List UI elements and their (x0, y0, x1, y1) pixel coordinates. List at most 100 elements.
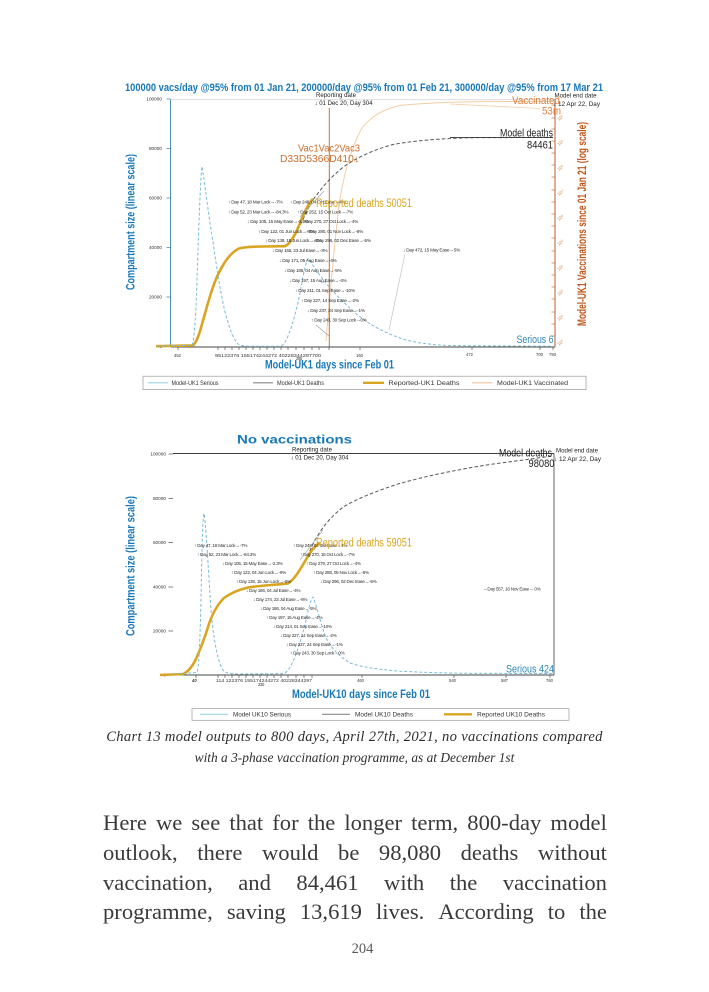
svg-text:↓ Day 227, 14 Sep Ease→-2%: ↓ Day 227, 14 Sep Ease→-2% (280, 633, 337, 638)
svg-text:Model-UK10 days since Feb 01: Model-UK10 days since Feb 01 (292, 687, 430, 701)
svg-text:↑ Day 243, 30 Sep Lock→0%: ↑ Day 243, 30 Sep Lock→0% (311, 318, 367, 323)
svg-text:Reported deaths 59051: Reported deaths 59051 (316, 538, 412, 550)
svg-text:↑ Day 52, 23 Mar Lock→-84.3%: ↑ Day 52, 23 Mar Lock→-84.3% (228, 210, 288, 215)
svg-text:Reported-UK1 Deaths: Reported-UK1 Deaths (389, 380, 461, 387)
svg-text:10⁴: 10⁴ (556, 188, 565, 196)
svg-text:↓ Day 186, 04 Aug Ease→-5%: ↓ Day 186, 04 Aug Ease→-5% (260, 606, 316, 611)
svg-text:↑ Day 270, 15 Oct Lock→-7%: ↑ Day 270, 15 Oct Lock→-7% (300, 552, 355, 557)
svg-text:700: 700 (536, 352, 544, 357)
svg-text:↓ Day 237, 24 Sep Ease→-1%: ↓ Day 237, 24 Sep Ease→-1% (307, 308, 365, 313)
svg-text:10¹: 10¹ (556, 313, 565, 321)
svg-text:20000: 20000 (153, 629, 166, 634)
svg-text:↓ Day 214, 01 Sep Ease→-10%: ↓ Day 214, 01 Sep Ease→-10% (273, 624, 332, 629)
svg-text:10²: 10² (556, 238, 565, 246)
svg-text:10⁷: 10⁷ (556, 113, 565, 121)
svg-text:↑ Day 122, 04 Jun Lock→-9%: ↑ Day 122, 04 Jun Lock→-9% (231, 570, 286, 575)
svg-text:Serious 6: Serious 6 (517, 334, 554, 346)
svg-text:Reporting date: Reporting date (292, 448, 333, 454)
svg-text:↓ Day 472, 15 May Ease→5%: ↓ Day 472, 15 May Ease→5% (403, 248, 460, 253)
svg-text:452: 452 (174, 353, 182, 358)
svg-text:Model UK10 Serious: Model UK10 Serious (233, 712, 292, 719)
svg-text:↓ 01 Dec 20, Day 304: ↓ 01 Dec 20, Day 304 (291, 455, 350, 461)
svg-text:114 122376 155174244272 402283: 114 122376 155174244272 40228344297 (216, 678, 313, 683)
svg-text:793: 793 (549, 352, 557, 357)
svg-text:100000: 100000 (146, 97, 162, 102)
svg-text:80000: 80000 (153, 496, 166, 501)
svg-text:↑ Day 122, 01 Jun Lock→-9%: ↑ Day 122, 01 Jun Lock→-9% (258, 229, 314, 234)
svg-text:↓ Day 186, 04 Aug Ease→-5%: ↓ Day 186, 04 Aug Ease→-5% (284, 268, 342, 273)
svg-text:80000: 80000 (149, 146, 162, 151)
svg-text:10¹: 10¹ (556, 263, 565, 271)
svg-text:↓ 01 Dec 20, Day 304: ↓ 01 Dec 20, Day 304 (315, 101, 374, 107)
svg-text:↓ Day 296, 02 Dec Ease→-5%: ↓ Day 296, 02 Dec Ease→-5% (320, 579, 377, 584)
svg-text:95122376 155174244272 40228344: 95122376 155174244272 40228344297700 (215, 353, 322, 358)
svg-text:10³: 10³ (556, 213, 565, 221)
svg-text:↑ Day 248, 04 Oct Ease→4%: ↑ Day 248, 04 Oct Ease→4% (290, 200, 346, 205)
svg-text:Vaccinated: Vaccinated (512, 95, 560, 107)
svg-text:Model-UK1 Vaccinations since 0: Model-UK1 Vaccinations since 01 Jan 21 (… (577, 122, 589, 326)
svg-text:No vaccinations: No vaccinations (237, 433, 352, 447)
svg-text:Reported deaths 50051: Reported deaths 50051 (316, 198, 412, 210)
svg-text:D33D5366D410↓: D33D5366D410↓ (280, 154, 359, 165)
svg-text:↓ Day 197, 15 Aug Ease→-4%: ↓ Day 197, 15 Aug Ease→-4% (289, 278, 347, 283)
svg-text:↓ 12 Apr 22, Day: ↓ 12 Apr 22, Day (553, 102, 600, 108)
svg-text:Compartment size (linear scale: Compartment size (linear scale) (124, 154, 138, 290)
svg-text:↑ Day 243, 30 Sep Lock→0%: ↑ Day 243, 30 Sep Lock→0% (290, 651, 345, 656)
svg-text:53m: 53m (542, 106, 561, 118)
svg-text:↑ Day 279, 27 Oct Lock→-4%: ↑ Day 279, 27 Oct Lock→-4% (306, 561, 361, 566)
svg-text:↓ Day 166, 04 Jul Ease→-4%: ↓ Day 166, 04 Jul Ease→-4% (246, 588, 300, 593)
svg-text:10⁰: 10⁰ (556, 288, 565, 296)
svg-text:↑ Day 270, 27 Oct Lock→-4%: ↑ Day 270, 27 Oct Lock→-4% (302, 219, 358, 224)
svg-text:160: 160 (356, 353, 364, 358)
svg-text:84461: 84461 (527, 140, 553, 152)
svg-text:Model deaths: Model deaths (499, 448, 552, 460)
svg-text:↑ Day 138, 15 Jun Lock→-6%: ↑ Day 138, 15 Jun Lock→-6% (236, 579, 291, 584)
svg-text:Model-UK1 Vaccinated: Model-UK1 Vaccinated (497, 380, 568, 387)
svg-text:↑ Day 47, 18 Mar Lock→-7%: ↑ Day 47, 18 Mar Lock→-7% (228, 200, 282, 205)
svg-text:↓ Day 237, 24 Sep Ease→-1%: ↓ Day 237, 24 Sep Ease→-1% (286, 642, 343, 647)
svg-text:↑ Day 248, 04 Oct Ease→4%: ↑ Day 248, 04 Oct Ease→4% (293, 543, 347, 548)
svg-text:↑ Day 252, 15 Oct Lock→-7%: ↑ Day 252, 15 Oct Lock→-7% (297, 210, 353, 215)
svg-text:Model-UK1 Deaths: Model-UK1 Deaths (277, 380, 324, 387)
svg-text:– Day 557, 16 Nov Ease→ 0%: – Day 557, 16 Nov Ease→ 0% (484, 587, 541, 592)
svg-text:Serious 424: Serious 424 (506, 664, 554, 676)
svg-text:Compartment size (linear scale: Compartment size (linear scale) (124, 496, 138, 636)
svg-text:↑ Day 288, 05 Nov Lock→-8%: ↑ Day 288, 05 Nov Lock→-8% (313, 570, 369, 575)
svg-text:↑ Day 52, 23 Mar Lock→-84.3%: ↑ Day 52, 23 Mar Lock→-84.3% (197, 552, 256, 557)
svg-text:60000: 60000 (149, 196, 162, 201)
svg-text:↑ Day 138, 15 Jun Lock→-6%: ↑ Day 138, 15 Jun Lock→-6% (265, 238, 321, 243)
svg-text:540: 540 (449, 678, 457, 683)
svg-text:Model end date: Model end date (555, 94, 598, 100)
svg-text:230: 230 (258, 682, 265, 687)
svg-text:Model-UK1 Serious: Model-UK1 Serious (172, 380, 219, 387)
svg-text:↓ Day 105, 15 May Ease→-2.3%: ↓ Day 105, 15 May Ease→-2.3% (247, 219, 309, 224)
svg-text:Model UK10 Deaths: Model UK10 Deaths (355, 712, 414, 719)
svg-text:100000 vacs/day @95% from 01 J: 100000 vacs/day @95% from 01 Jan 21, 200… (125, 82, 603, 94)
svg-text:↑ Day 197, 15 Aug Ease→-4%: ↑ Day 197, 15 Aug Ease→-4% (266, 615, 322, 620)
svg-text:40000: 40000 (153, 585, 166, 590)
svg-text:↓ Day 171, 05 Aug Ease→-4%: ↓ Day 171, 05 Aug Ease→-4% (279, 258, 337, 263)
svg-text:↑ Day 280, 01 Nov Lock→-8%: ↑ Day 280, 01 Nov Lock→-8% (306, 229, 363, 234)
svg-text:760: 760 (546, 678, 554, 683)
svg-text:460: 460 (357, 678, 365, 683)
svg-text:587: 587 (501, 678, 509, 683)
svg-text:40000: 40000 (149, 245, 162, 250)
svg-text:Reported UK10 Deaths: Reported UK10 Deaths (477, 712, 546, 719)
svg-text:40: 40 (191, 678, 197, 683)
svg-text:↓ 12 Apr 22, Day: ↓ 12 Apr 22, Day (554, 457, 601, 463)
svg-text:↓ Day 296, 02 Dec Ease→-5%: ↓ Day 296, 02 Dec Ease→-5% (313, 238, 371, 243)
svg-text:↓ Day 174, 23 Jul Ease→-6%: ↓ Day 174, 23 Jul Ease→-6% (253, 597, 307, 602)
svg-text:10⁰: 10⁰ (556, 338, 565, 346)
svg-text:Model-UK1 days since Feb 01: Model-UK1 days since Feb 01 (265, 357, 394, 371)
svg-text:472: 472 (466, 352, 474, 357)
svg-text:Model deaths: Model deaths (500, 128, 553, 140)
svg-text:98080: 98080 (529, 458, 555, 470)
svg-text:Reporting date: Reporting date (316, 93, 357, 99)
svg-text:↑ Day 211, 01 Sep Ease→-10%: ↑ Day 211, 01 Sep Ease→-10% (295, 288, 355, 293)
svg-text:60000: 60000 (153, 540, 166, 545)
svg-text:↓ Day 105, 15 May Ease→-2.3%: ↓ Day 105, 15 May Ease→-2.3% (222, 561, 283, 566)
svg-text:10⁵: 10⁵ (556, 163, 565, 171)
svg-text:↑ Day 47, 18 Mar Lock→-7%: ↑ Day 47, 18 Mar Lock→-7% (194, 543, 247, 548)
svg-text:100000: 100000 (150, 452, 166, 457)
svg-text:Vac1Vac2Vac3: Vac1Vac2Vac3 (298, 144, 360, 155)
